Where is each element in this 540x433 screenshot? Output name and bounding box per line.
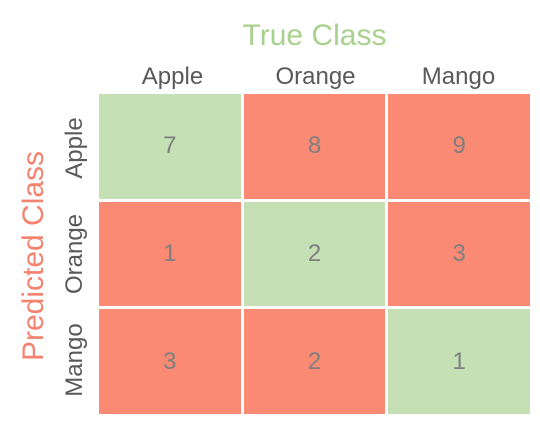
column-header-mango: Mango <box>421 63 496 90</box>
cell-orange-apple: 1 <box>99 201 241 307</box>
row-header-mango: Mango <box>61 323 88 397</box>
cell-orange-mango: 3 <box>388 201 530 307</box>
cell-apple-orange: 8 <box>243 94 386 199</box>
true-class-title: True Class <box>242 19 387 52</box>
cell-mango-orange: 2 <box>243 309 386 414</box>
column-header-orange: Orange <box>275 63 356 90</box>
cell-apple-apple: 7 <box>99 94 241 199</box>
cell-apple-mango: 9 <box>388 94 530 199</box>
cell-mango-apple: 3 <box>99 309 241 414</box>
cell-mango-mango: 1 <box>388 309 530 414</box>
column-header-apple: Apple <box>141 63 204 90</box>
confusion-matrix: 7 8 9 1 2 3 3 2 1 <box>99 94 530 414</box>
cell-orange-orange: 2 <box>243 201 386 307</box>
predicted-class-title: Predicted Class <box>17 150 50 362</box>
